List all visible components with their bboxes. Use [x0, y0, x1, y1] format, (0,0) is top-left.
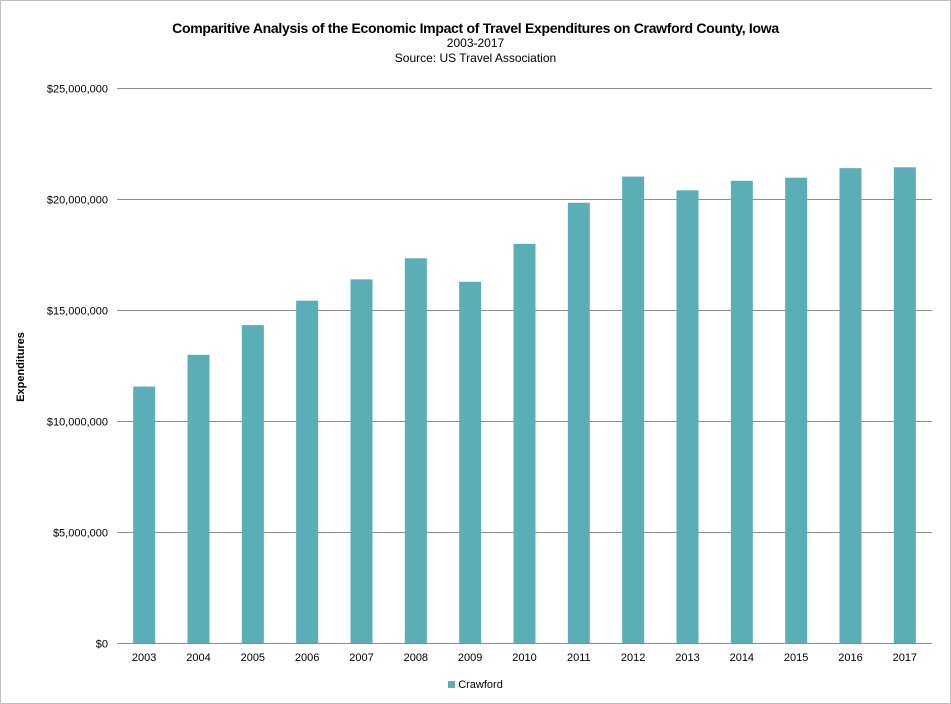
y-tick-label: $10,000,000	[47, 417, 108, 429]
x-tick-label: 2007	[349, 652, 373, 664]
bar	[296, 300, 319, 643]
chart-subtitle: 2003-2017	[446, 36, 505, 50]
bar	[893, 167, 916, 643]
chart-title-block: Comparitive Analysis of the Economic Imp…	[0, 20, 951, 66]
x-tick-label: 2012	[621, 652, 645, 664]
chart-title: Comparitive Analysis of the Economic Imp…	[172, 20, 779, 36]
bar	[133, 386, 156, 643]
bars	[133, 167, 916, 644]
y-tick-labels: $0 $5,000,000 $10,000,000 $15,000,000 $20,00…	[47, 84, 108, 651]
bar	[622, 176, 645, 643]
x-tick-label: 2003	[132, 652, 156, 664]
legend-swatch	[448, 681, 456, 688]
bar	[187, 354, 210, 643]
x-tick-label: 2016	[838, 652, 862, 664]
x-tick-label: 2004	[186, 652, 210, 664]
bar	[730, 180, 753, 643]
x-tick-label: 2010	[512, 652, 536, 664]
bar	[404, 258, 427, 643]
x-tick-label: 2014	[730, 652, 754, 664]
x-tick-label: 2009	[458, 652, 482, 664]
y-tick-label: $25,000,000	[47, 84, 108, 96]
y-axis-label: Expenditures	[15, 332, 27, 402]
bar	[350, 279, 373, 643]
y-tick-label: $0	[96, 639, 108, 651]
bar	[839, 168, 862, 643]
legend-label: Crawford	[458, 679, 503, 691]
x-tick-label: 2006	[295, 652, 319, 664]
chart-source: Source: US Travel Association	[394, 51, 557, 65]
bar	[567, 202, 590, 644]
bar	[513, 243, 536, 643]
bar	[241, 325, 264, 643]
y-tick-label: $20,000,000	[47, 195, 108, 207]
y-tick-label: $5,000,000	[53, 528, 108, 540]
x-tick-label: 2013	[675, 652, 699, 664]
bar	[459, 281, 482, 643]
x-tick-labels: 2003 2004 2005 2006 2007 2008 2009 2010 2011 2012…	[132, 652, 917, 664]
bar	[785, 177, 808, 644]
x-tick-label: 2015	[784, 652, 808, 664]
bar	[676, 190, 699, 644]
x-tick-label: 2017	[893, 652, 917, 664]
legend: Crawford	[0, 679, 951, 691]
x-tick-label: 2005	[241, 652, 265, 664]
y-tick-label: $15,000,000	[47, 306, 108, 318]
x-tick-label: 2011	[567, 652, 591, 664]
x-tick-label: 2008	[404, 652, 428, 664]
